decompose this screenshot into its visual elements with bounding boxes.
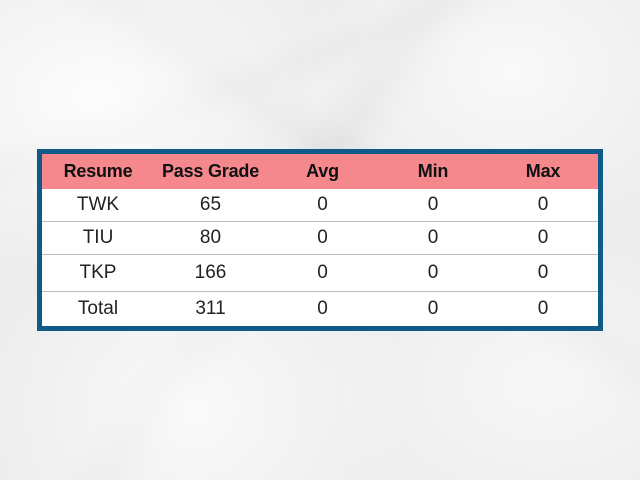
cell-avg: 0 [317, 297, 328, 319]
cell-max: 0 [537, 297, 549, 319]
column-header-max: Max [525, 161, 561, 181]
table-row-total: Total 311 0 0 0 [42, 291, 598, 326]
cell-min: 0 [427, 193, 439, 215]
table-row: TIU 80 0 0 0 [42, 221, 598, 254]
cell-avg: 0 [317, 226, 328, 248]
cell-pass-grade: 166 [194, 261, 227, 283]
column-header-min: Min [417, 161, 449, 181]
score-table-frame: Resume Pass Grade Avg Min Max TWK 65 0 0… [37, 149, 603, 331]
column-header-avg: Avg [306, 161, 339, 181]
score-table: Resume Pass Grade Avg Min Max TWK 65 0 0… [42, 154, 598, 326]
cell-max: 0 [537, 226, 549, 248]
cell-max: 0 [537, 193, 549, 215]
column-header-resume: Resume [63, 161, 133, 181]
cell-min: 0 [427, 297, 439, 319]
cell-min: 0 [427, 226, 439, 248]
cell-pass-grade: 311 [195, 297, 226, 319]
cell-resume: Total [77, 297, 119, 319]
cell-avg: 0 [317, 261, 328, 283]
cell-pass-grade: 65 [199, 193, 222, 215]
cell-avg: 0 [317, 193, 328, 215]
cell-max: 0 [537, 261, 549, 283]
table-row: TWK 65 0 0 0 [42, 189, 598, 221]
cell-resume: TIU [82, 226, 114, 248]
table-row: TKP 166 0 0 0 [42, 254, 598, 291]
table-header-row: Resume Pass Grade Avg Min Max [42, 154, 598, 189]
cell-resume: TWK [76, 193, 120, 215]
column-header-pass-grade: Pass Grade [161, 161, 260, 181]
cell-min: 0 [427, 261, 439, 283]
cell-pass-grade: 80 [199, 226, 222, 248]
cell-resume: TKP [79, 261, 117, 283]
